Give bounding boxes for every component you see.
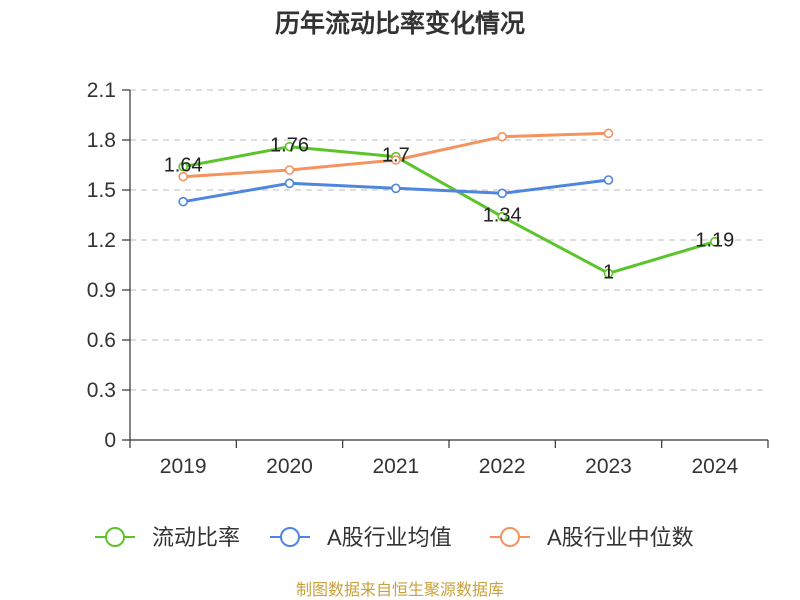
series-layer bbox=[178, 128, 720, 279]
y-tick-label: 0.9 bbox=[87, 279, 116, 302]
current-ratio-data-label: 1.19 bbox=[695, 230, 734, 252]
y-tick-label: 0.3 bbox=[87, 379, 116, 402]
industry-average-point[interactable] bbox=[284, 178, 295, 189]
x-tick-label: 2019 bbox=[160, 455, 207, 478]
industry-average-point[interactable] bbox=[603, 175, 614, 185]
legend-marker-icon bbox=[105, 527, 125, 547]
legend-marker-icon bbox=[500, 527, 520, 547]
industry-average-point[interactable] bbox=[391, 183, 401, 194]
x-tick-label: 2021 bbox=[372, 455, 419, 478]
current-ratio-data-label: 1.64 bbox=[164, 155, 203, 177]
current-ratio-data-label: 1.34 bbox=[483, 205, 522, 227]
y-tick-label: 0 bbox=[104, 429, 116, 452]
industry-median-point[interactable] bbox=[497, 131, 507, 142]
x-tick-label: 2020 bbox=[266, 455, 313, 478]
current-ratio-line bbox=[181, 145, 717, 275]
legend-item-industry-average[interactable]: A股行业均值 bbox=[270, 525, 452, 550]
industry-median-point[interactable] bbox=[178, 171, 188, 182]
y-tick-label: 2.1 bbox=[87, 79, 116, 102]
axes: 0 0.3 0.6 0.9 1.2 1.5 1.8 2.1 2019 2020 2021 2022 20… bbox=[87, 79, 769, 478]
current-ratio-point[interactable] bbox=[178, 161, 188, 172]
industry-average-point[interactable] bbox=[178, 196, 188, 207]
current-ratio-point[interactable] bbox=[603, 268, 614, 279]
y-tick-label: 0.6 bbox=[87, 329, 116, 352]
legend-label: 流动比率 bbox=[152, 525, 240, 550]
x-tick-label: 2023 bbox=[585, 455, 632, 478]
current-ratio-data-label: 1.76 bbox=[270, 135, 309, 157]
gridlines bbox=[130, 89, 768, 391]
current-ratio-data-label: 1 bbox=[603, 261, 614, 283]
industry-median-point[interactable] bbox=[284, 165, 295, 175]
legend-item-current-ratio[interactable]: 流动比率 bbox=[95, 525, 240, 550]
legend-label: A股行业均值 bbox=[327, 525, 452, 550]
industry-average-point[interactable] bbox=[497, 188, 507, 199]
legend[interactable]: 流动比率 A股行业均值 A股行业中位数 bbox=[95, 525, 694, 550]
x-tick-label: 2022 bbox=[479, 455, 526, 478]
current-ratio-point[interactable] bbox=[497, 211, 507, 222]
y-tick-label: 1.2 bbox=[87, 229, 116, 252]
current-ratio-point[interactable] bbox=[710, 236, 720, 247]
industry-median-point[interactable] bbox=[603, 128, 614, 139]
data-labels: 1.64 1.76 1.7 1.34 1 1.19 bbox=[164, 135, 735, 284]
industry-median-point[interactable] bbox=[391, 155, 401, 165]
legend-item-industry-median[interactable]: A股行业中位数 bbox=[490, 525, 694, 550]
y-tick-label: 1.8 bbox=[87, 129, 116, 152]
current-ratio-data-label: 1.7 bbox=[382, 145, 410, 167]
current-ratio-point[interactable] bbox=[284, 141, 295, 152]
source-note: 制图数据来自恒生聚源数据库 bbox=[296, 581, 504, 599]
x-tick-label: 2024 bbox=[691, 455, 738, 478]
legend-label: A股行业中位数 bbox=[547, 525, 694, 550]
chart-title: 历年流动比率变化情况 bbox=[275, 9, 525, 38]
legend-marker-icon bbox=[280, 527, 300, 547]
y-tick-label: 1.5 bbox=[87, 179, 116, 202]
